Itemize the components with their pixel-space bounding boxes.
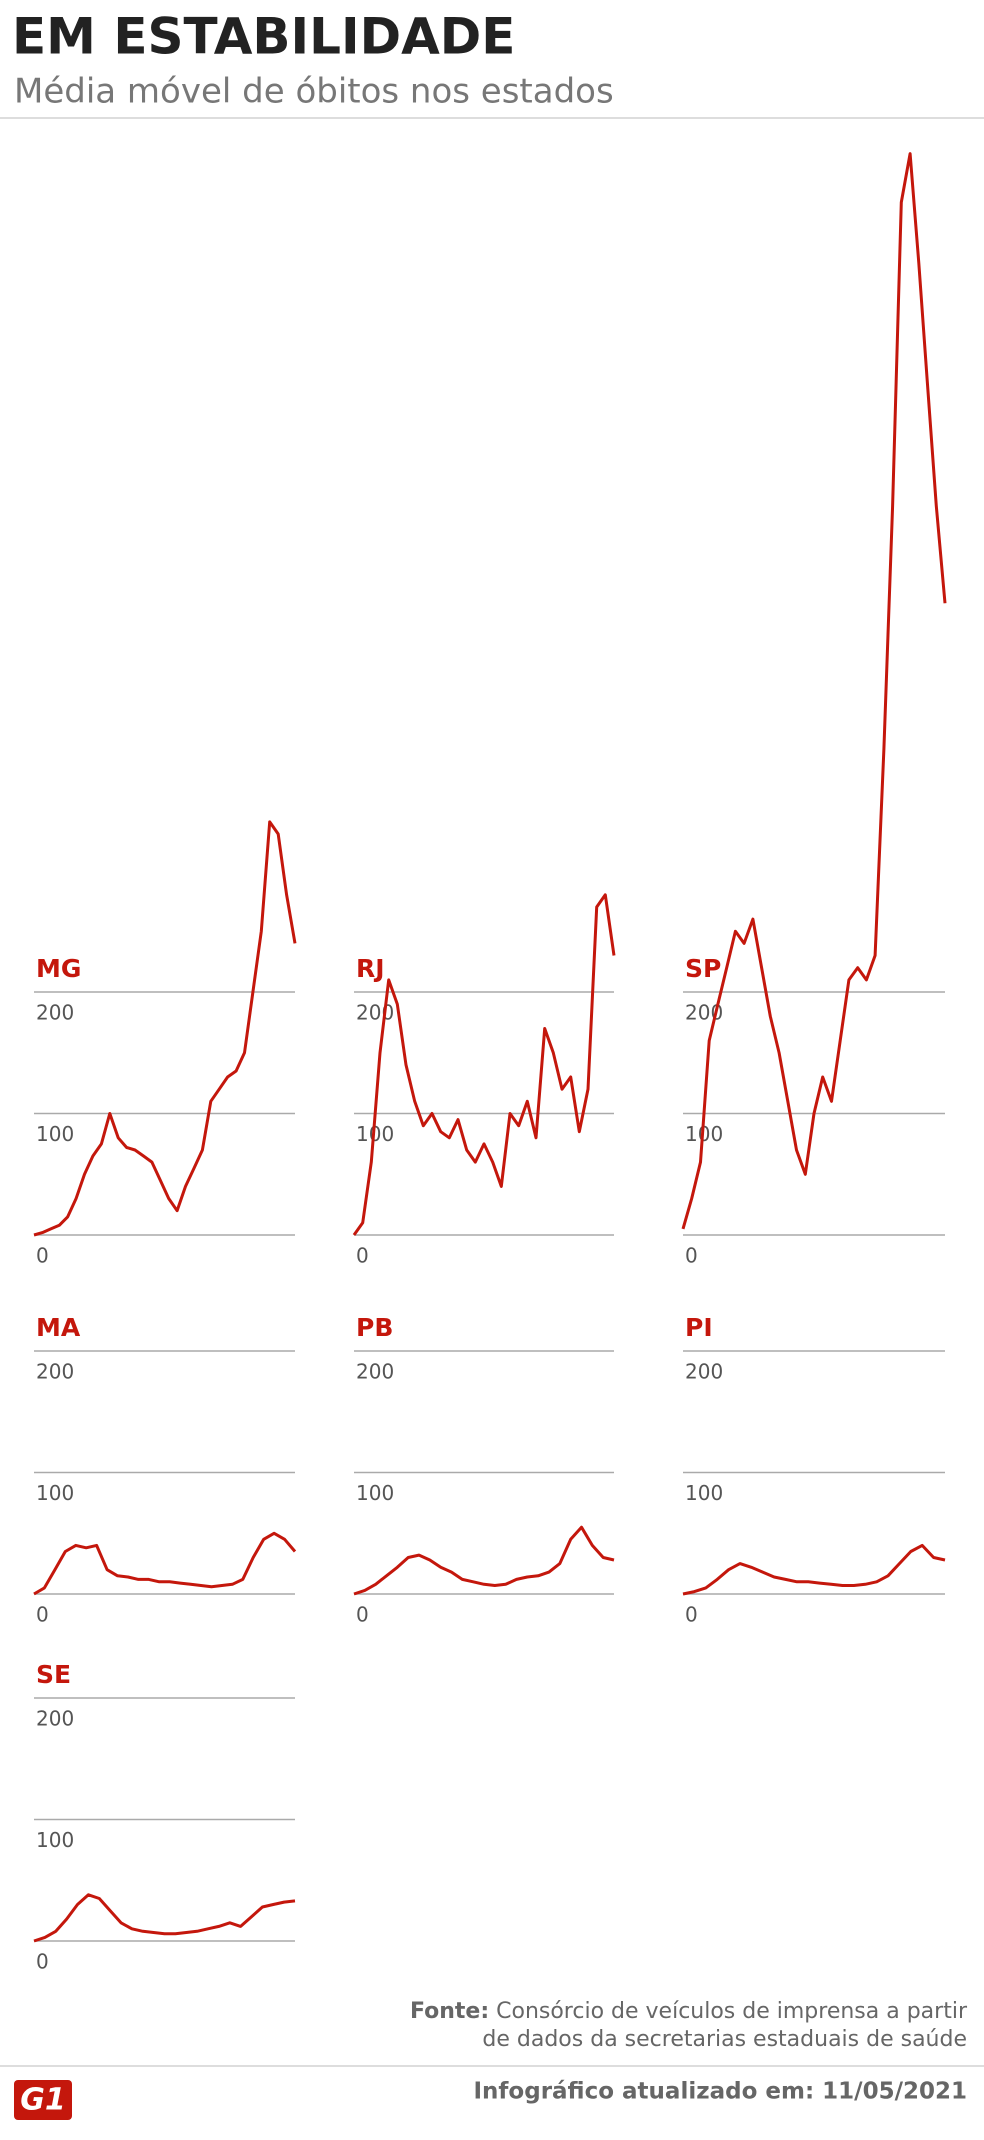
data-line <box>352 893 616 1236</box>
y-tick-label: 0 <box>356 1244 369 1268</box>
data-line <box>33 1531 297 1596</box>
y-tick-label: 100 <box>685 1481 723 1505</box>
logo: G1 <box>20 2083 66 2118</box>
panel-title: MG <box>36 954 81 983</box>
y-tick-label: 0 <box>356 1603 369 1627</box>
panel-title: SP <box>685 954 721 983</box>
y-tick-label: 100 <box>36 1481 74 1505</box>
panel-title: MA <box>36 1313 81 1342</box>
y-tick-label: 100 <box>36 1828 74 1852</box>
data-line <box>682 1543 946 1596</box>
y-tick-label: 0 <box>36 1603 49 1627</box>
y-tick-label: 200 <box>356 1360 394 1384</box>
y-tick-label: 0 <box>685 1244 698 1268</box>
panel-title: RJ <box>356 954 385 983</box>
y-tick-label: 200 <box>36 1360 74 1384</box>
y-tick-label: 0 <box>685 1603 698 1627</box>
logo-box <box>14 2080 72 2120</box>
title: EM ESTABILIDADE <box>12 8 515 66</box>
data-line <box>33 1893 296 1943</box>
panel-title: PI <box>685 1313 713 1342</box>
source-text: de dados da secretarias estaduais de saú… <box>482 2027 967 2052</box>
y-tick-label: 200 <box>36 1001 74 1025</box>
data-line <box>681 152 947 1230</box>
y-tick-label: 100 <box>356 1481 394 1505</box>
data-line <box>353 1525 615 1596</box>
y-tick-label: 200 <box>356 1001 394 1025</box>
panel-title: PB <box>356 1313 393 1342</box>
panel-title: SE <box>36 1660 71 1689</box>
y-tick-label: 0 <box>36 1950 49 1974</box>
source-text: Consórcio de veículos de imprensa a part… <box>496 1999 968 2024</box>
y-tick-label: 100 <box>36 1122 74 1146</box>
subtitle: Média móvel de óbitos nos estados <box>14 72 614 112</box>
source-label: Fonte: <box>410 1999 489 2024</box>
y-tick-label: 200 <box>36 1707 74 1731</box>
y-tick-label: 0 <box>36 1244 49 1268</box>
updated: Infográfico atualizado em: 11/05/2021 <box>473 2079 967 2105</box>
source-line: Fonte: Consórcio de veículos de imprensa… <box>410 1999 968 2024</box>
y-tick-label: 200 <box>685 1360 723 1384</box>
data-line <box>33 820 297 1237</box>
